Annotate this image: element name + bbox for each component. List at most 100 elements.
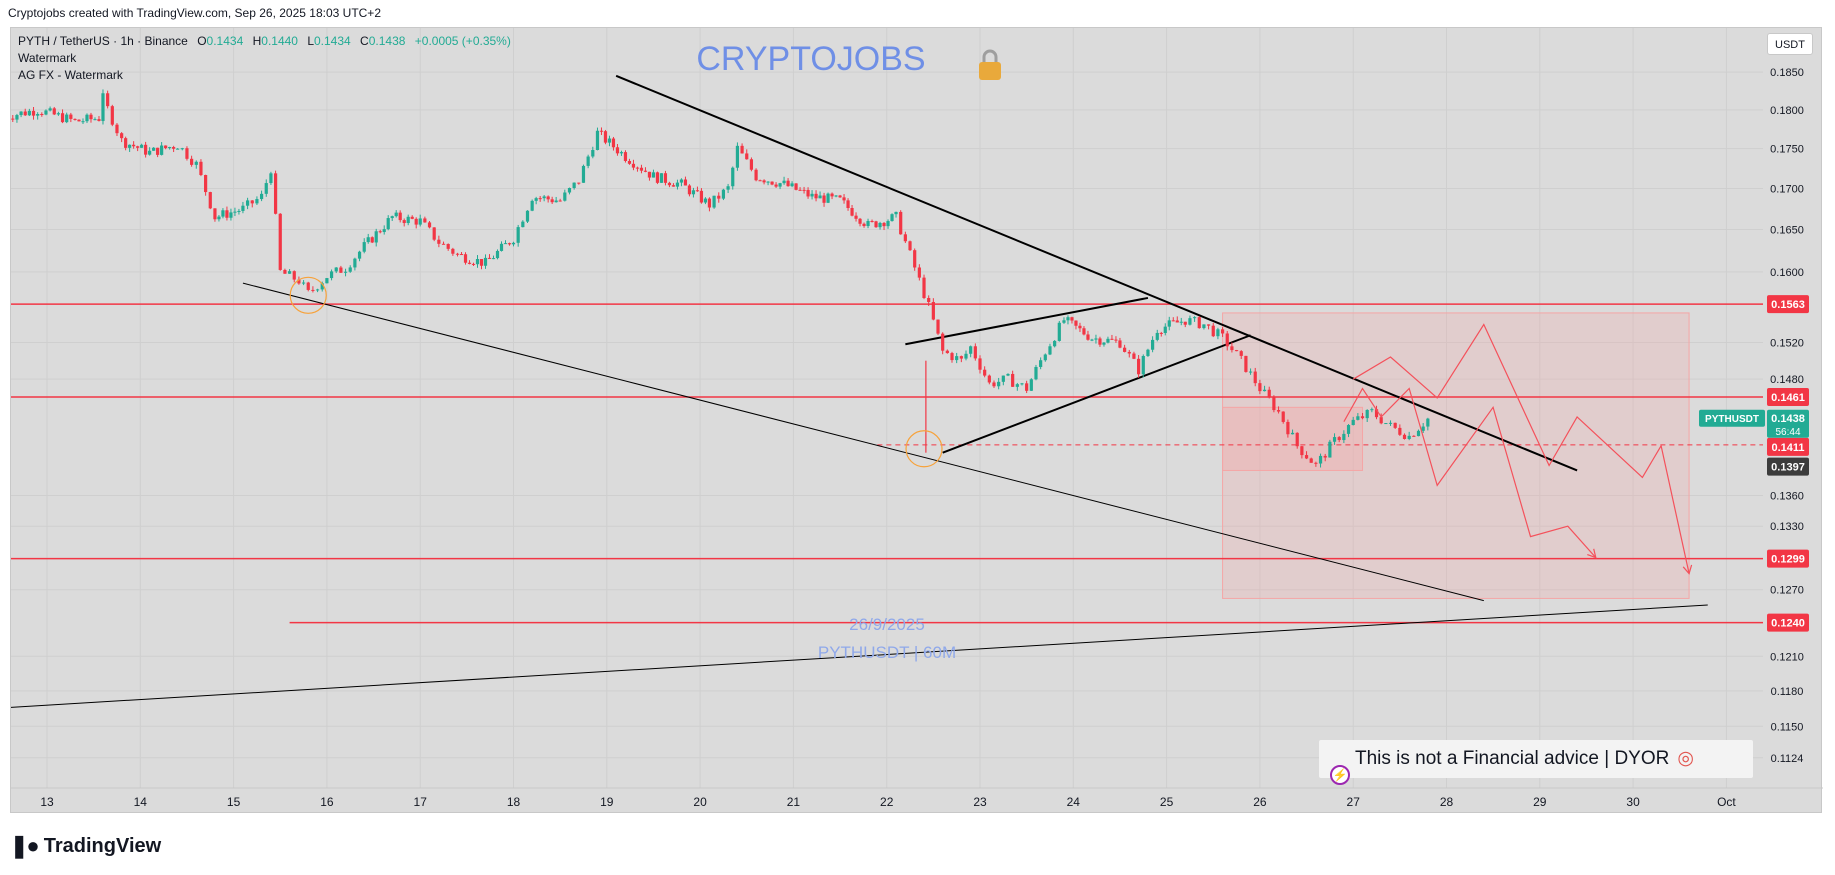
price-tick-label: 0.1124 (1771, 753, 1804, 765)
projection-path[interactable] (1352, 323, 1690, 574)
chart-header: Cryptojobs created with TradingView.com,… (8, 6, 381, 20)
tradingview-logo[interactable]: ❚● TradingView (10, 833, 161, 859)
watermark-brand: CRYPTOJOBS (696, 40, 925, 78)
candle-body (707, 198, 712, 208)
candle-body (148, 150, 152, 155)
candle-body (455, 253, 460, 255)
legend-indicator-1[interactable]: Watermark (18, 51, 77, 65)
candle-body (1300, 446, 1304, 456)
candle-body (1078, 325, 1082, 329)
candle-body (156, 147, 160, 155)
pivot-circle[interactable] (905, 430, 943, 468)
price-chart[interactable]: 0.1850 0.1800 0.1750 0.1700 0.1650 0.1600 0.15… (11, 28, 1823, 814)
candle-body (1034, 366, 1038, 380)
candle-body (475, 259, 480, 265)
candle-body (992, 382, 996, 387)
candle-body (778, 183, 782, 187)
candle-body (1384, 423, 1388, 425)
trendline[interactable] (942, 334, 1251, 454)
candle-body (643, 170, 648, 172)
candle-body (390, 216, 394, 219)
legend-close: 0.1438 (368, 34, 406, 48)
candle-body (1393, 422, 1397, 428)
currency-button[interactable]: USDT (1767, 33, 1813, 55)
candle-body (1202, 324, 1206, 329)
trendline[interactable] (905, 296, 1149, 346)
candle-body (1421, 426, 1425, 431)
candle-body (44, 110, 48, 115)
candle-body (679, 179, 684, 183)
candle-body (667, 182, 672, 186)
candle-body (651, 172, 656, 178)
candle-body (1234, 350, 1239, 352)
candle-body (1402, 434, 1407, 439)
candle-body (343, 271, 348, 273)
candle-body (1183, 321, 1187, 325)
candle-body (572, 182, 576, 188)
candle-body (1155, 332, 1159, 340)
legend-high: 0.1440 (261, 34, 298, 48)
candle-body (56, 113, 61, 115)
price-tick-label: 0.1800 (1770, 105, 1804, 117)
legend-open-label: O (197, 34, 207, 48)
candle-body (850, 208, 854, 216)
candle-body (250, 200, 254, 204)
time-tick-label: 22 (880, 795, 894, 809)
candle-body (917, 267, 921, 278)
candle-body (463, 254, 468, 263)
legend-indicator-2[interactable]: AG FX - Watermark (18, 68, 123, 82)
candle-body (301, 282, 306, 284)
candle-body (1281, 411, 1285, 422)
candle-body (152, 147, 156, 151)
trendline[interactable] (242, 282, 1484, 602)
candle-body (1197, 317, 1201, 329)
candle-body (1244, 355, 1248, 372)
candle-body (1141, 355, 1145, 375)
trendline[interactable] (615, 74, 1578, 472)
candle-body (659, 173, 664, 183)
candle-body (394, 212, 398, 217)
candle-body (110, 106, 114, 125)
candle-body (1211, 325, 1215, 337)
candle-body (955, 356, 959, 361)
candle-body (1137, 358, 1141, 375)
candle-body (1029, 379, 1033, 391)
candle-body (357, 251, 362, 259)
lightning-icon[interactable]: ⚡ (1330, 765, 1350, 785)
projection-path[interactable] (1343, 387, 1597, 558)
time-tick-label: 16 (320, 795, 334, 809)
price-tick-label: 0.1330 (1770, 521, 1804, 533)
pivot-circle[interactable] (289, 276, 327, 314)
chart-legend: PYTH / TetherUS · 1h · Binance O0.1434 H… (18, 33, 511, 84)
candle-body (241, 205, 245, 211)
candle-body (115, 124, 119, 134)
candle-body (802, 189, 806, 191)
trendline[interactable] (11, 604, 1708, 711)
candle-body (1082, 328, 1086, 335)
candle-body (603, 131, 608, 143)
candle-body (647, 171, 652, 178)
candle-body (834, 195, 838, 197)
candle-body (213, 208, 217, 220)
candle-body (106, 93, 110, 107)
projection-arrowhead (1587, 548, 1597, 559)
candle-body (607, 138, 612, 143)
level-price-label: 0.1299 (1771, 554, 1805, 566)
candle-body (1239, 351, 1243, 356)
candle-body (374, 231, 378, 243)
chart-panel[interactable]: 0.1850 0.1800 0.1750 0.1700 0.1650 0.1600 0.15… (10, 27, 1823, 814)
candle-body (1267, 389, 1271, 398)
candle-body (1048, 346, 1052, 355)
candle-body (1216, 329, 1220, 337)
pivot-circles (289, 276, 943, 468)
candle-body (899, 211, 903, 235)
candle-body (264, 183, 268, 194)
candle-body (675, 182, 680, 187)
candle-body (969, 346, 973, 354)
candle-body (978, 358, 982, 370)
candle-body (615, 147, 620, 154)
candle-body (176, 148, 180, 150)
candle-body (120, 133, 124, 139)
candle-body (611, 138, 616, 148)
candle-body (97, 119, 101, 121)
